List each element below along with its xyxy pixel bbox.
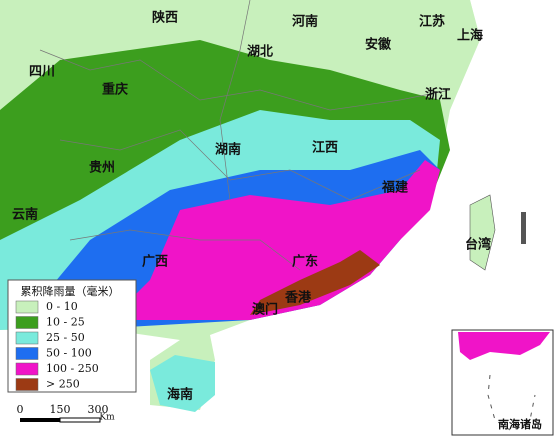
region-label: 安徽	[365, 37, 392, 53]
region-label: 浙江	[425, 87, 451, 103]
region-label: 云南	[12, 207, 38, 223]
legend-title: 累积降雨量（毫米）	[21, 284, 120, 298]
region-label: 重庆	[102, 82, 128, 98]
region-label: 海南	[167, 387, 193, 403]
region-label: 香港	[284, 290, 312, 306]
legend-swatch	[15, 331, 39, 345]
region-label: 河南	[292, 14, 318, 30]
region-labels: 陕西 河南 江苏 上海 四川 湖北 安徽 重庆 浙江 湖南 江西 贵州 福建 云…	[12, 10, 491, 403]
inset-label: 南海诸岛	[498, 417, 542, 431]
region-label: 湖南	[215, 142, 241, 158]
legend-label: 10 - 25	[46, 316, 85, 329]
scale-label: 150	[50, 403, 71, 416]
region-label: 湖北	[247, 45, 273, 60]
region-label: 陕西	[152, 10, 178, 26]
legend-swatch	[15, 316, 39, 329]
region-label: 上海	[457, 28, 483, 44]
legend-swatch	[15, 378, 39, 391]
region-label: 广东	[292, 254, 318, 270]
region-label: 江西	[312, 140, 338, 156]
legend-swatch	[15, 362, 39, 376]
legend: 累积降雨量（毫米） 0 - 10 10 - 25 25 - 50 50 - 100 10…	[7, 279, 137, 393]
scale-label: 0	[17, 403, 24, 416]
region-label: 广西	[142, 254, 168, 270]
legend-label: 0 - 10	[46, 300, 78, 313]
legend-label: 25 - 50	[46, 331, 85, 344]
scale-segment	[59, 417, 101, 423]
scale-segment	[20, 418, 60, 422]
region-label: 福建	[381, 180, 408, 196]
legend-swatch	[15, 347, 39, 360]
legend-label: 100 - 250	[46, 362, 99, 375]
inset: 南海诸岛	[451, 329, 554, 436]
legend-label: > 250	[46, 378, 80, 391]
region-label: 江苏	[419, 14, 445, 30]
scale-label: 300	[88, 403, 109, 416]
legend-swatch	[15, 300, 39, 314]
region-label: 贵州	[89, 160, 115, 176]
scale-unit: Km	[99, 413, 115, 423]
region-label: 四川	[29, 65, 55, 80]
region-label: 澳门	[252, 302, 278, 318]
legend-label: 50 - 100	[46, 347, 92, 360]
region-label: 台湾	[465, 237, 491, 253]
scale-bar: 0 150 300 Km	[17, 403, 115, 423]
